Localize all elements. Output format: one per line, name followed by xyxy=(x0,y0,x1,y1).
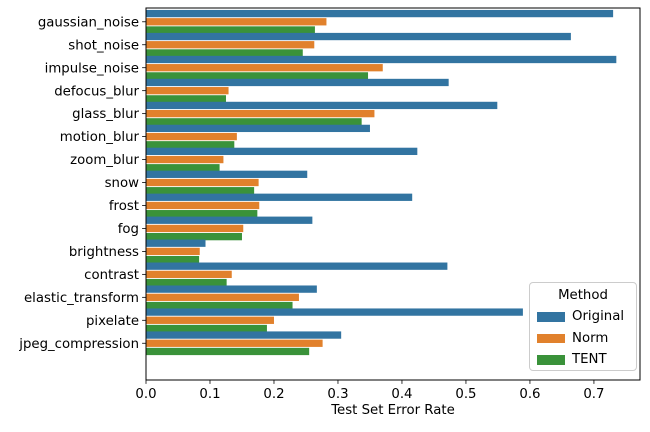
y-tick-label: jpeg_compression xyxy=(18,337,139,352)
bar-zoom_blur-tent xyxy=(146,164,220,172)
bar-defocus_blur-original xyxy=(146,78,449,87)
x-tick-label: 0.7 xyxy=(583,387,604,402)
bar-brightness-original xyxy=(146,239,206,247)
legend-item-original: Original xyxy=(530,306,636,328)
x-tick-label: 0.5 xyxy=(455,387,476,402)
bar-pixelate-tent xyxy=(146,324,267,333)
bar-shot_noise-tent xyxy=(146,49,303,57)
legend-item-norm: Norm xyxy=(530,328,636,350)
bar-defocus_blur-norm xyxy=(146,87,229,95)
bar-contrast-norm xyxy=(146,270,232,279)
y-tick-label: frost xyxy=(109,199,139,214)
axes-layer: gaussian_noise shot_noise impulse_noisedef… xyxy=(18,7,641,402)
bar-jpeg_compression-tent xyxy=(146,347,310,356)
y-tick-label: contrast xyxy=(84,268,139,283)
bar-frost-tent xyxy=(146,210,258,218)
bar-snow-tent xyxy=(146,187,255,195)
x-tick-label: 0.6 xyxy=(519,387,540,402)
legend-swatch-original xyxy=(537,312,565,322)
y-tick-label: snow xyxy=(105,176,139,191)
bar-zoom_blur-original xyxy=(146,147,418,156)
y-tick-label: impulse_noise xyxy=(45,61,139,76)
y-tick-label: brightness xyxy=(69,245,139,260)
bar-motion_blur-tent xyxy=(146,141,235,149)
bar-snow-norm xyxy=(146,178,259,187)
bar-fog-original xyxy=(146,216,313,224)
legend-title: Method xyxy=(558,288,608,303)
legend-rows: Original Norm TENT xyxy=(530,306,636,371)
bar-glass_blur-tent xyxy=(146,118,362,126)
bar-brightness-norm xyxy=(146,247,200,256)
bar-shot_noise-original xyxy=(146,32,571,41)
bar-glass_blur-norm xyxy=(146,109,375,118)
legend-label-original: Original xyxy=(572,309,625,325)
x-tick-label: 0.2 xyxy=(263,387,284,402)
bar-glass_blur-original xyxy=(146,101,498,110)
plot-frame xyxy=(145,7,641,381)
bar-elastic_transform-original xyxy=(146,285,317,293)
y-tick-label: pixelate xyxy=(86,314,139,329)
bar-jpeg_compression-original xyxy=(146,331,342,339)
legend-label-norm: Norm xyxy=(572,330,609,346)
bar-fog-tent xyxy=(146,232,242,241)
bar-motion_blur-norm xyxy=(146,132,237,141)
bars-layer xyxy=(146,9,617,356)
bar-motion_blur-original xyxy=(146,124,370,133)
x-tick-label: 0.3 xyxy=(327,387,348,402)
bar-gaussian_noise-original xyxy=(146,9,614,18)
y-tick-label: glass_blur xyxy=(72,107,139,122)
y-tick-label: gaussian_noise xyxy=(38,15,139,30)
legend-swatch-norm xyxy=(537,333,565,343)
bar-gaussian_noise-tent xyxy=(146,26,315,34)
x-tick-label: 0.1 xyxy=(199,387,220,402)
y-tick-label: zoom_blur xyxy=(70,153,139,168)
x-axis-label: Test Set Error Rate xyxy=(330,403,455,418)
y-tick-label: fog xyxy=(118,222,139,237)
legend-swatch-tent xyxy=(537,355,565,365)
bar-impulse_noise-tent xyxy=(146,72,369,80)
bar-contrast-original xyxy=(146,262,448,270)
bar-gaussian_noise-norm xyxy=(146,18,327,26)
bar-fog-norm xyxy=(146,224,244,233)
bar-shot_noise-norm xyxy=(146,41,315,49)
y-tick-label: motion_blur xyxy=(60,130,140,145)
bar-brightness-tent xyxy=(146,255,200,264)
bar-pixelate-original xyxy=(146,308,523,316)
bar-frost-original xyxy=(146,193,413,201)
bar-jpeg_compression-norm xyxy=(146,339,323,347)
bar-impulse_noise-original xyxy=(146,55,617,64)
y-tick-label: elastic_transform xyxy=(24,291,139,306)
bar-defocus_blur-tent xyxy=(146,95,226,103)
bar-snow-original xyxy=(146,170,308,178)
bar-contrast-tent xyxy=(146,278,227,287)
bar-frost-norm xyxy=(146,201,260,210)
x-tick-label: 0.0 xyxy=(135,387,156,402)
y-tick-label: shot_noise xyxy=(68,38,139,53)
bar-pixelate-norm xyxy=(146,316,274,324)
legend-item-tent: TENT xyxy=(530,349,636,371)
x-tick-label: 0.4 xyxy=(391,387,412,402)
bar-impulse_noise-norm xyxy=(146,64,383,72)
bar-elastic_transform-norm xyxy=(146,293,299,301)
bar-elastic_transform-tent xyxy=(146,301,293,310)
legend-label-tent: TENT xyxy=(572,352,607,368)
legend: Method Original Norm TENT xyxy=(529,282,637,371)
y-tick-label: defocus_blur xyxy=(54,84,139,99)
bar-zoom_blur-norm xyxy=(146,155,224,164)
